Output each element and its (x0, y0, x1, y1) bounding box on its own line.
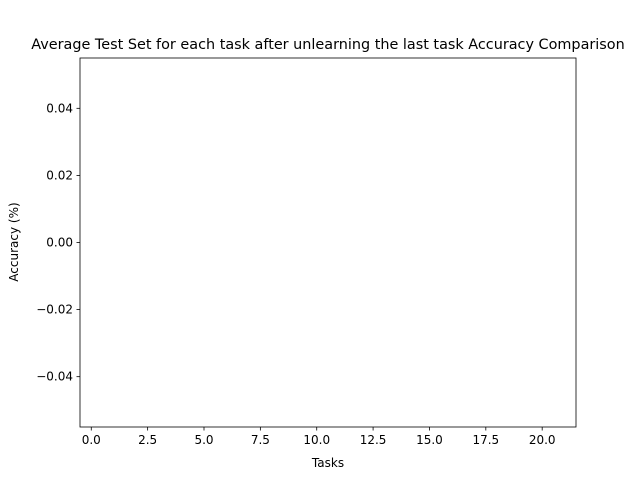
y-tick-label: 0.02 (46, 168, 73, 182)
chart-title: Average Test Set for each task after unl… (31, 37, 624, 53)
x-tick-label: 20.0 (529, 433, 556, 447)
y-tick-label: 0.00 (46, 236, 73, 250)
y-tick-label: 0.04 (46, 101, 73, 115)
x-tick-label: 5.0 (194, 433, 213, 447)
x-tick-label: 0.0 (82, 433, 101, 447)
y-tick-label: −0.02 (36, 303, 73, 317)
x-tick-label: 17.5 (472, 433, 499, 447)
x-tick-label: 10.0 (303, 433, 330, 447)
y-tick-label: −0.04 (36, 370, 73, 384)
y-axis-label: Accuracy (%) (7, 202, 21, 281)
x-tick-label: 12.5 (360, 433, 387, 447)
x-tick-label: 7.5 (251, 433, 270, 447)
x-tick-label: 2.5 (138, 433, 157, 447)
x-axis-label: Tasks (311, 456, 344, 470)
x-tick-label: 15.0 (416, 433, 443, 447)
